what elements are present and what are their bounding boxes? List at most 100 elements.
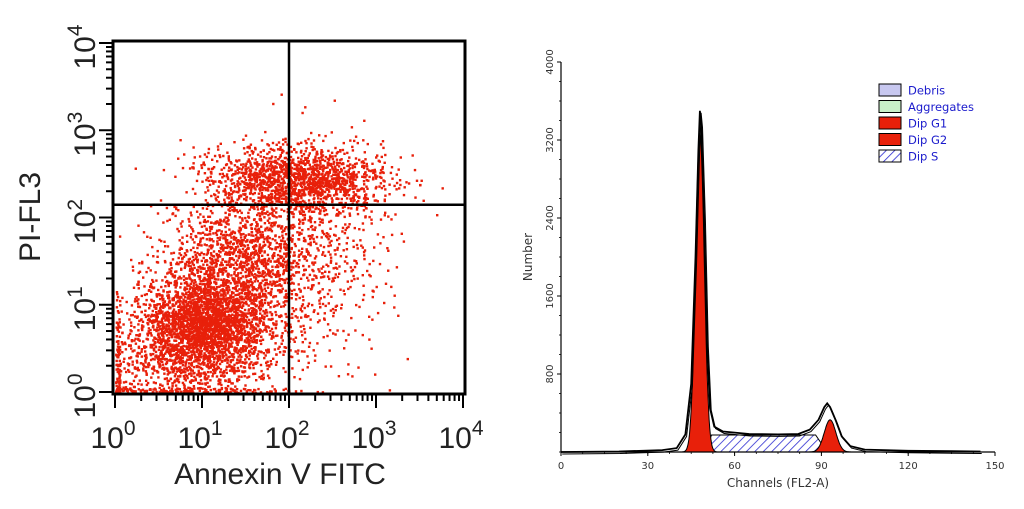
scatter-point	[137, 287, 140, 290]
scatter-point	[204, 353, 207, 357]
scatter-point	[192, 230, 195, 233]
scatter-point	[162, 335, 165, 338]
scatter-point	[117, 347, 121, 351]
scatter-point	[212, 308, 215, 311]
scatter-point	[140, 355, 143, 358]
scatter-point	[339, 212, 342, 215]
scatter-point	[193, 336, 196, 339]
scatter-point	[151, 309, 154, 313]
scatter-point	[178, 297, 181, 300]
scatter-point	[218, 362, 222, 366]
scatter-point	[145, 298, 148, 302]
scatter-point	[351, 149, 355, 152]
scatter-point	[206, 365, 209, 368]
scatter-point	[212, 286, 216, 289]
scatter-point	[231, 252, 235, 256]
scatter-point	[319, 297, 322, 300]
scatter-point	[207, 302, 210, 306]
scatter-point	[215, 290, 219, 294]
scatter-point	[232, 295, 235, 299]
scatter-point	[214, 220, 217, 224]
scatter-point	[204, 220, 208, 224]
scatter-point	[269, 270, 273, 273]
scatter-point	[245, 279, 249, 282]
scatter-point	[190, 335, 193, 339]
scatter-point	[210, 266, 214, 269]
scatter-point	[118, 388, 121, 391]
scatter-point	[240, 265, 243, 269]
scatter-point	[248, 240, 252, 244]
scatter-point	[260, 274, 263, 278]
scatter-point	[346, 164, 349, 168]
scatter-point	[226, 216, 229, 219]
scatter-point	[221, 249, 225, 252]
scatter-point	[122, 386, 125, 389]
scatter-point	[269, 390, 272, 393]
scatter-point	[278, 244, 282, 247]
scatter-point	[149, 205, 153, 208]
scatter-point	[151, 326, 155, 329]
scatter-point	[213, 371, 217, 375]
scatter-point	[230, 296, 233, 299]
scatter-point	[262, 352, 266, 355]
scatter-point	[266, 367, 269, 371]
scatter-point	[209, 344, 212, 348]
scatter-point	[256, 361, 259, 364]
scatter-point	[218, 390, 221, 393]
scatter-point	[198, 296, 201, 299]
scatter-point	[209, 379, 212, 382]
scatter-point	[275, 320, 278, 323]
scatter-point	[239, 301, 242, 305]
scatter-point	[294, 390, 298, 393]
scatter-point	[172, 321, 175, 325]
scatter-point	[240, 338, 243, 342]
scatter-point	[190, 379, 193, 383]
scatter-point	[316, 247, 319, 250]
scatter-point	[194, 315, 198, 318]
scatter-point	[202, 342, 205, 346]
scatter-point	[259, 307, 263, 311]
scatter-point	[184, 293, 188, 296]
scatter-point	[161, 345, 164, 349]
scatter-point	[162, 344, 165, 348]
scatter-point	[183, 153, 186, 156]
scatter-point	[243, 312, 246, 315]
scatter-point	[240, 306, 244, 309]
scatter-point	[140, 294, 143, 298]
scatter-point	[176, 350, 180, 353]
scatter-point	[281, 332, 284, 335]
scatter-point	[173, 375, 177, 378]
scatter-point	[302, 190, 305, 193]
scatter-point	[220, 348, 224, 351]
scatter-point	[294, 293, 298, 296]
scatter-point	[291, 234, 294, 237]
scatter-point	[219, 309, 223, 312]
scatter-point	[241, 288, 244, 291]
scatter-point	[115, 291, 119, 294]
scatter-point	[181, 314, 184, 317]
scatter-point	[217, 323, 220, 326]
scatter-point	[245, 341, 248, 344]
scatter-point	[325, 263, 328, 266]
scatter-point	[192, 337, 195, 340]
scatter-point	[156, 326, 159, 329]
scatter-point	[286, 210, 289, 214]
scatter-point	[188, 347, 191, 350]
scatter-point	[183, 330, 187, 333]
scatter-point	[194, 346, 197, 349]
scatter-point	[153, 328, 156, 331]
scatter-point	[196, 268, 199, 272]
scatter-point	[257, 196, 260, 199]
scatter-point	[173, 304, 176, 307]
scatter-point	[175, 282, 179, 285]
scatter-point	[215, 390, 218, 393]
scatter-point	[206, 381, 209, 385]
scatter-point	[131, 372, 134, 375]
scatter-point	[223, 278, 226, 281]
scatter-point	[215, 351, 218, 354]
scatter-point	[173, 339, 176, 342]
scatter-point	[243, 152, 247, 155]
scatter-point	[203, 324, 206, 327]
scatter-point	[185, 308, 188, 311]
scatter-point	[146, 321, 149, 325]
